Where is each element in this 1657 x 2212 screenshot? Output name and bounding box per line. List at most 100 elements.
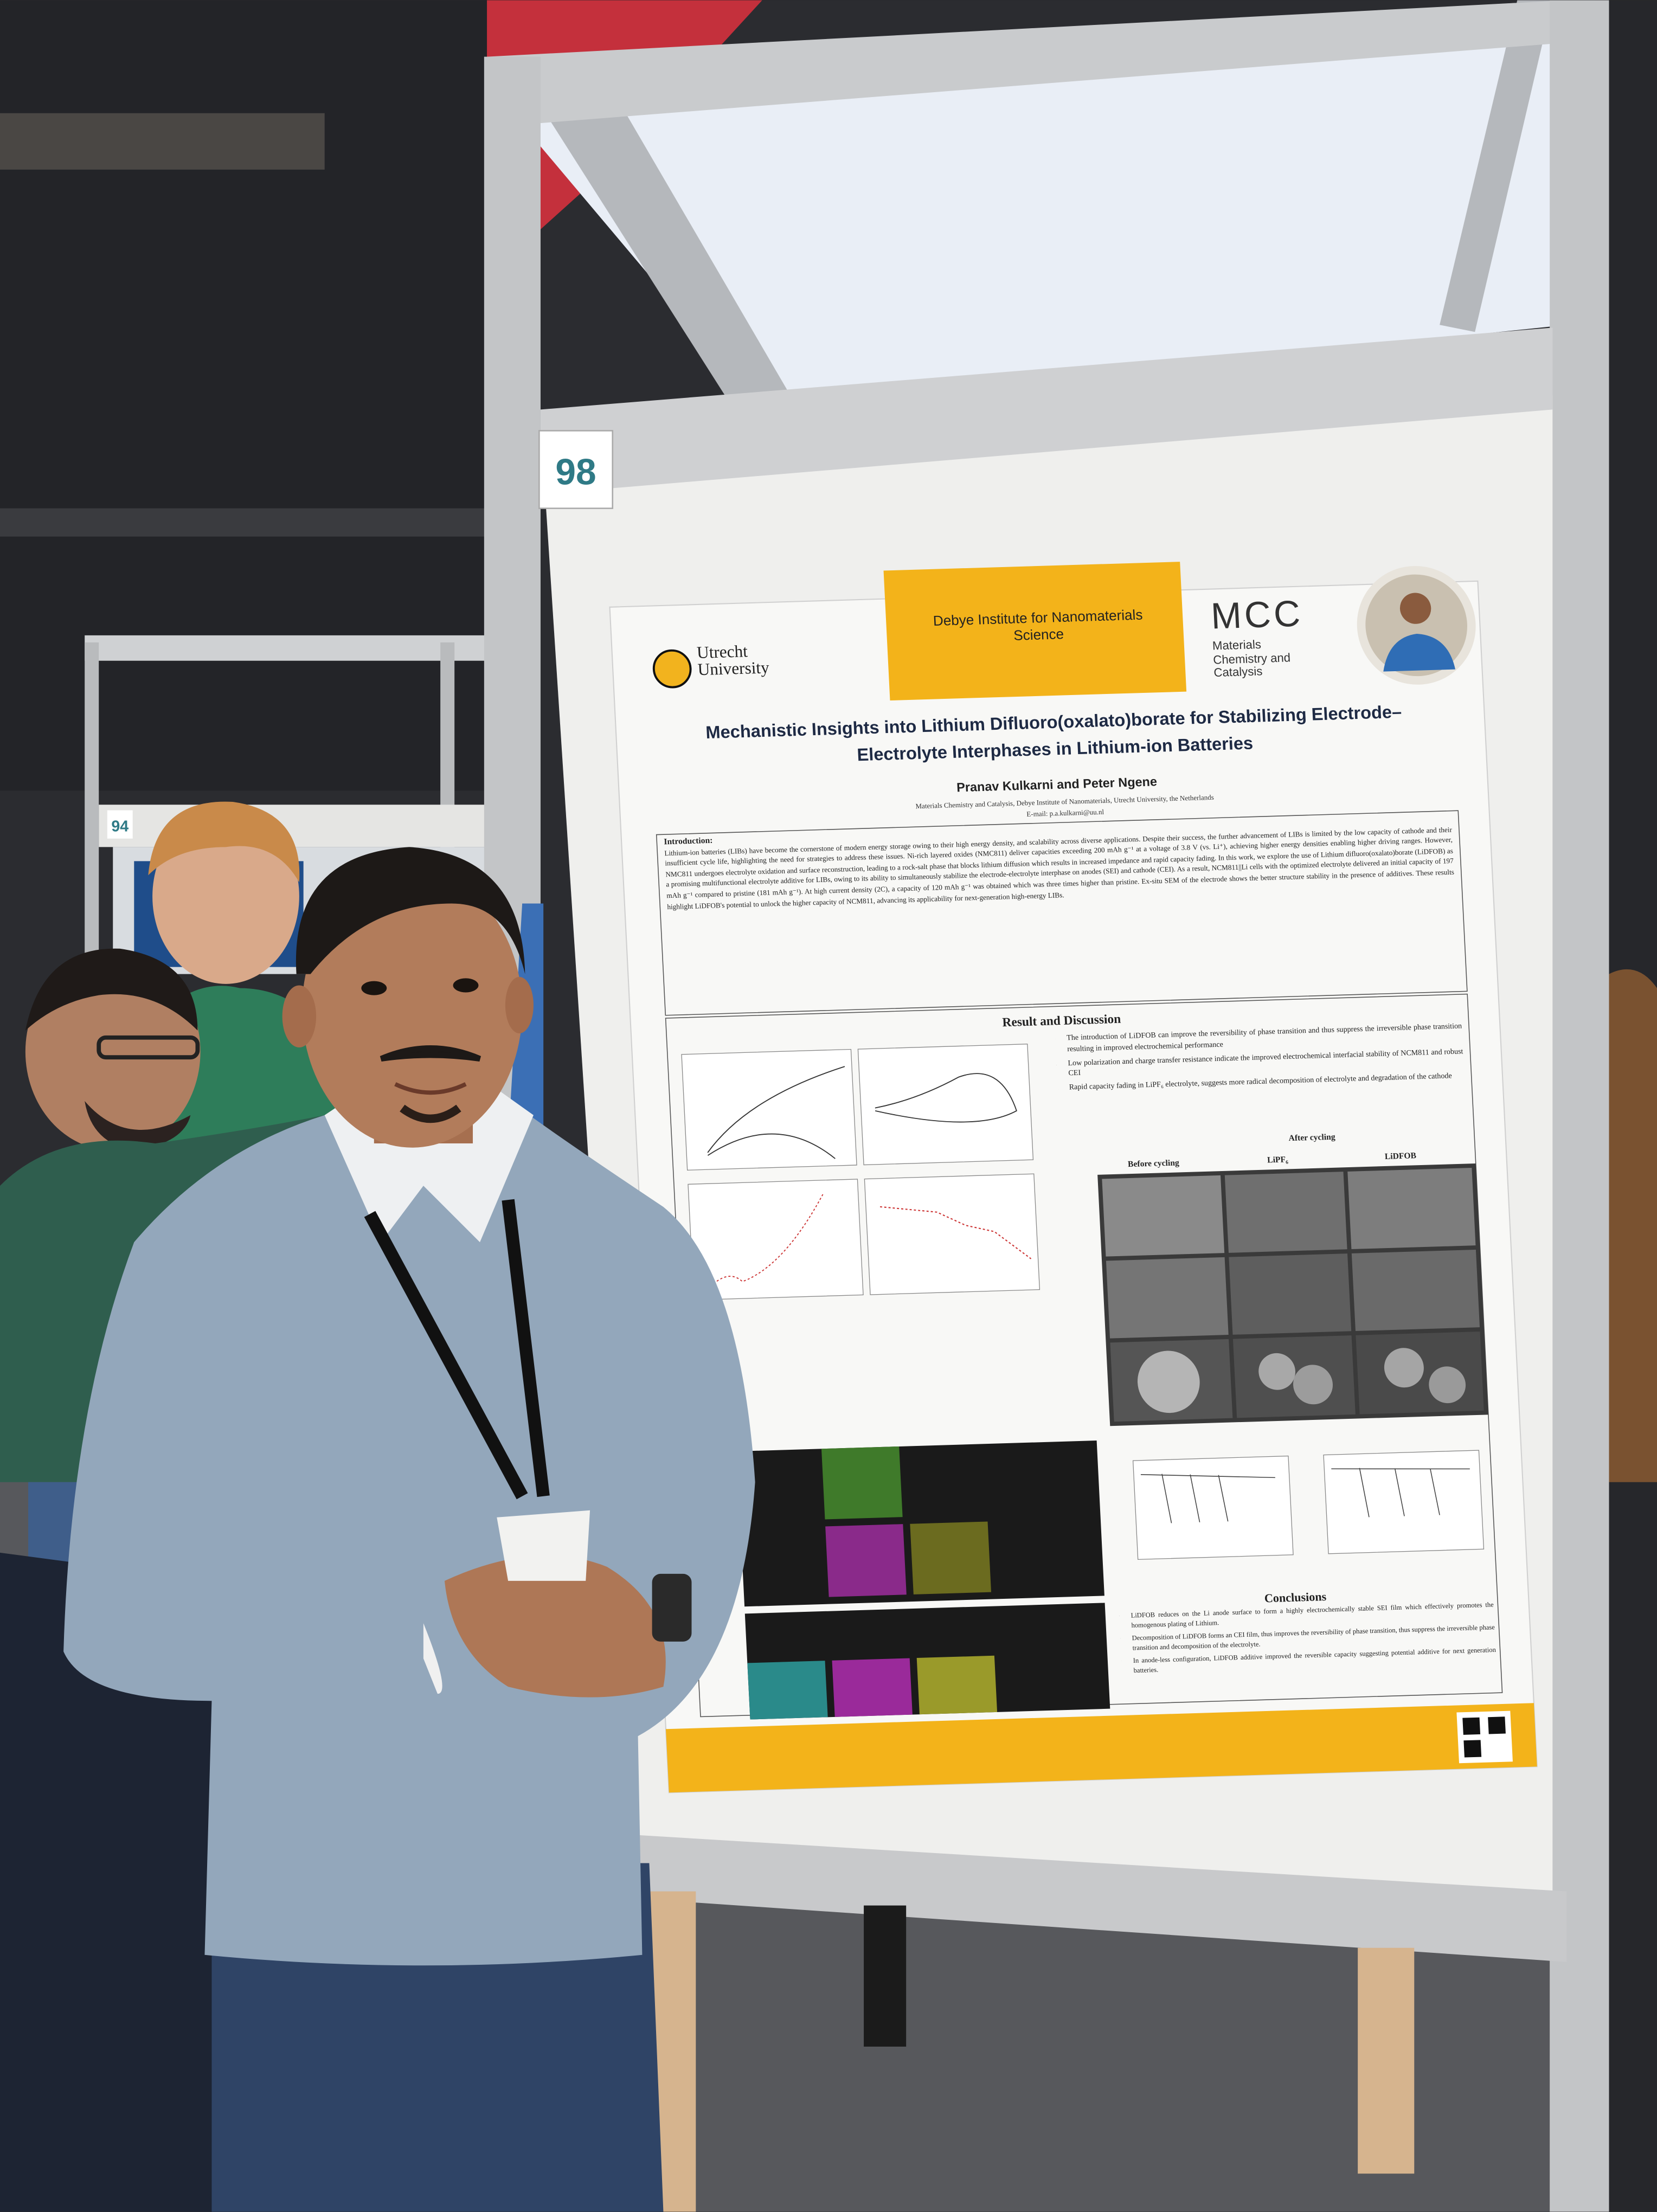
neighbor-board-number: 94: [111, 818, 129, 835]
frame-top-beam: [487, 0, 1567, 127]
author-photo-head: [1399, 593, 1431, 624]
sem-particle: [1429, 1366, 1466, 1404]
conclusions-bullets: LiDFOB reduces on the Li anode surface t…: [1119, 1601, 1497, 1677]
institute-logo: Debye Institute for Nanomaterials Scienc…: [933, 608, 1144, 645]
eds-map: [825, 1524, 907, 1597]
eds-map: [821, 1446, 903, 1520]
sem-image: [1102, 1175, 1225, 1257]
intro-text-box: Introduction:Lithium-ion batteries (LIBs…: [664, 826, 1455, 912]
university-seal: [652, 649, 692, 689]
qr-code-block: [1463, 1740, 1482, 1758]
hair: [296, 847, 525, 974]
results-bullets: The introduction of LiDFOB can improve t…: [1055, 1023, 1465, 1095]
person-right-edge: [1609, 969, 1657, 1482]
board-number-plate: [538, 430, 614, 509]
ear: [505, 976, 534, 1033]
results-bullets-box: The introduction of LiDFOB can improve t…: [1055, 1023, 1467, 1148]
eye: [361, 981, 387, 995]
board-header-beam: [540, 327, 1553, 494]
eds-map: [747, 1661, 828, 1720]
shirt-cuff: [423, 1623, 442, 1694]
hands: [444, 1555, 666, 1697]
bearded-man-beard: [85, 1101, 191, 1150]
head: [302, 871, 523, 1148]
eye: [453, 978, 479, 993]
conclusions-bullets-box: LiDFOB reduces on the Li anode surface t…: [1119, 1601, 1498, 1702]
intro-heading: Introduction:: [664, 837, 713, 847]
email: E-mail: p.a.kulkarni@uu.nl: [1026, 808, 1104, 818]
bearded-man-glasses: [97, 1035, 200, 1060]
figure-curve: [1140, 1474, 1275, 1523]
sem-header: LiPF₆: [1267, 1155, 1289, 1165]
sem-header: After cycling: [1288, 1133, 1335, 1143]
institute-logo-box: Debye Institute for Nanomaterials Scienc…: [933, 608, 1144, 645]
frame-post-right: [1550, 0, 1609, 2212]
ceiling-duct: [0, 113, 325, 170]
figure-4: [1132, 1450, 1485, 1560]
sem-image: [1351, 1249, 1480, 1332]
frame-brace: [536, 56, 791, 410]
sem-particle: [1258, 1353, 1296, 1390]
group-logo-box: Materials Chemistry and Catalysis: [1212, 637, 1291, 680]
stand-post: [85, 642, 99, 995]
sem-image: [1347, 1168, 1476, 1250]
figure-1: [681, 1044, 1041, 1301]
board-leg: [1358, 1947, 1415, 2174]
sem-image: [1106, 1257, 1229, 1339]
sweater: [63, 1115, 755, 1966]
ceiling-beam: [0, 508, 509, 537]
figure-panel: [681, 1049, 857, 1171]
university-logo: Utrecht University: [696, 641, 770, 680]
ear: [282, 985, 317, 1047]
sem-grid: [1097, 1163, 1488, 1426]
frame-brace: [1440, 0, 1553, 332]
bearded-man-hair: [25, 948, 198, 1031]
poster-footer: [665, 1703, 1537, 1793]
board-number: 98: [555, 452, 596, 492]
qr-code-block: [1488, 1716, 1506, 1734]
foreground-man: [63, 847, 755, 2212]
cup: [497, 1510, 590, 1581]
eds-maps: [736, 1441, 1110, 1720]
author-photo-shirt: [1383, 634, 1456, 672]
sem-particle: [1293, 1365, 1333, 1405]
eds-map: [916, 1655, 998, 1715]
figure-curve: [707, 1194, 824, 1290]
group-mark: MCC: [1210, 593, 1303, 636]
intro-box: [656, 810, 1468, 1016]
university-logo-box: Utrecht University: [696, 641, 770, 680]
moustache: [380, 1045, 481, 1062]
group-logo: Materials Chemistry and Catalysis: [1212, 637, 1291, 680]
board-plate: [107, 810, 133, 839]
sem-header: Before cycling: [1128, 1158, 1180, 1169]
smile: [394, 1082, 467, 1095]
figure-panel: [864, 1173, 1041, 1295]
intro-text: Lithium-ion batteries (LIBs) have become…: [664, 826, 1455, 912]
figure-panel: [857, 1044, 1034, 1166]
figure-panel: [1132, 1455, 1294, 1560]
sem-image: [1229, 1253, 1352, 1335]
sem-image: [1224, 1172, 1347, 1253]
figure-curve: [1331, 1468, 1470, 1517]
institute-banner: [883, 562, 1187, 701]
board-bottom-beam: [635, 1835, 1567, 1962]
eds-map: [910, 1521, 992, 1594]
poster: Utrecht University Debye Institute for N…: [608, 553, 1537, 1793]
sem-particle: [1384, 1348, 1424, 1388]
sem-particle: [1138, 1351, 1200, 1413]
eds-map: [832, 1658, 913, 1717]
dark-trousers: [0, 1552, 226, 2212]
goatee: [400, 1104, 461, 1123]
figure-curve: [879, 1206, 1032, 1259]
board-stand-foot: [864, 1905, 907, 2047]
blond-man-hair: [148, 801, 300, 883]
conclusions-heading: Conclusions: [1264, 1590, 1327, 1605]
figure-curve: [707, 1066, 845, 1159]
lanyard: [364, 1199, 550, 1500]
qr-code-block: [1462, 1717, 1481, 1735]
figure-panel: [1323, 1450, 1485, 1554]
watch: [652, 1573, 692, 1642]
